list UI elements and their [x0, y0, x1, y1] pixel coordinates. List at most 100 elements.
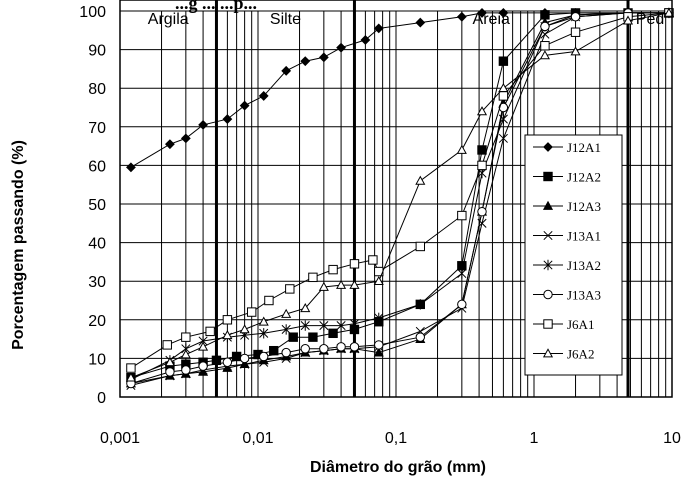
data-point: [457, 210, 467, 221]
y-tick-label: 50: [88, 197, 106, 214]
data-point: [180, 349, 191, 359]
legend-marker: [542, 200, 554, 210]
data-point: [205, 326, 215, 337]
series-j6a2: [125, 7, 674, 382]
data-point: [318, 281, 329, 291]
data-point: [477, 207, 487, 217]
data-point: [126, 162, 136, 173]
legend-entry: J12A2: [533, 170, 601, 185]
data-point: [281, 324, 291, 335]
legend-marker: [543, 171, 553, 182]
data-point: [300, 56, 311, 67]
data-point: [258, 91, 269, 101]
data-point: [498, 56, 509, 66]
data-point: [246, 307, 257, 317]
legend-entry: J13A2: [533, 258, 601, 273]
data-point: [457, 299, 467, 310]
y-tick-label: 60: [88, 158, 106, 175]
legend-marker: [543, 230, 553, 241]
data-point: [300, 320, 310, 331]
data-point: [281, 65, 292, 76]
y-tick-label: 30: [88, 274, 106, 291]
data-point: [239, 100, 250, 111]
data-point: [498, 91, 509, 101]
legend-label: J13A1: [567, 229, 601, 244]
data-point: [374, 340, 384, 350]
legend-label: J13A3: [567, 288, 601, 303]
y-tick-label: 10: [88, 351, 106, 368]
data-point: [319, 320, 329, 331]
data-point: [328, 264, 338, 275]
x-stroke: [498, 133, 508, 143]
data-point: [415, 175, 426, 185]
data-point: [259, 351, 269, 362]
y-tick-label: 90: [88, 43, 106, 60]
data-point: [570, 27, 581, 37]
legend: J12A1 J12A2 J12A3 J13A1 J13A2 J13A3 J6A1 J6A2: [524, 134, 623, 376]
legend-marker: [543, 319, 553, 329]
legend-entry: J6A2: [533, 347, 594, 362]
y-tick-label: 20: [88, 313, 106, 330]
data-point: [319, 344, 329, 354]
legend-label: J12A3: [567, 199, 601, 214]
data-point: [300, 344, 310, 354]
data-point: [498, 8, 509, 18]
legend-entry: J13A1: [533, 229, 601, 244]
x-axis-title: Diâmetro do grão (mm): [310, 459, 486, 476]
axes: 0 10 20 30 40 50 60 70 80 90 100 0,001 0,01 0,1 1 10: [79, 0, 681, 447]
legend-entry: J6A1: [533, 317, 594, 332]
data-point: [415, 299, 425, 310]
data-point: [349, 342, 360, 352]
data-point: [198, 341, 209, 351]
data-point: [477, 160, 487, 171]
data-point: [498, 133, 508, 143]
data-point: [181, 365, 191, 375]
legend-box: [524, 134, 623, 376]
data-point: [269, 345, 279, 356]
data-point: [164, 357, 175, 367]
data-point: [222, 114, 233, 124]
data-point: [222, 330, 233, 340]
data-point: [456, 144, 467, 154]
plot-frame: [119, 0, 673, 398]
legend-label: J6A2: [567, 347, 594, 362]
y-tick-label: 40: [88, 236, 106, 253]
legend-entry: J12A3: [533, 199, 601, 214]
data-series: [125, 7, 674, 390]
data-point: [336, 342, 346, 352]
legend-marker: [543, 142, 553, 152]
data-point: [373, 347, 384, 357]
data-point: [258, 316, 269, 326]
data-point: [349, 259, 360, 269]
data-point: [457, 268, 467, 279]
data-point: [368, 255, 378, 265]
data-point: [300, 302, 311, 313]
data-point: [373, 23, 384, 34]
data-point: [570, 12, 581, 22]
y-tick-label: 0: [97, 390, 106, 407]
series-j6a1: [126, 8, 674, 373]
x-tick-label: 0,1: [385, 430, 407, 447]
data-point: [336, 42, 346, 53]
y-tick-label: 80: [88, 81, 106, 98]
y-axis-title: Porcentagem passando (%): [10, 140, 27, 350]
x-tick-label: 10: [663, 430, 681, 447]
data-point: [373, 275, 384, 286]
data-point: [239, 353, 250, 364]
data-point: [222, 315, 233, 325]
x-tick-label: 0,01: [242, 430, 273, 447]
data-point: [259, 328, 269, 339]
data-point: [336, 279, 347, 289]
legend-marker: [542, 348, 554, 358]
data-point: [180, 133, 191, 144]
data-point: [198, 361, 208, 371]
legend-entry: J12A1: [533, 140, 601, 155]
x-tick-label: 0,001: [100, 430, 140, 447]
x-stroke: [543, 230, 553, 241]
legend-label: J12A1: [567, 140, 601, 155]
data-point: [415, 241, 426, 252]
legend-entry: J13A3: [533, 288, 601, 303]
series-j13a3: [126, 8, 674, 389]
data-point: [456, 11, 467, 22]
data-point: [126, 363, 136, 373]
